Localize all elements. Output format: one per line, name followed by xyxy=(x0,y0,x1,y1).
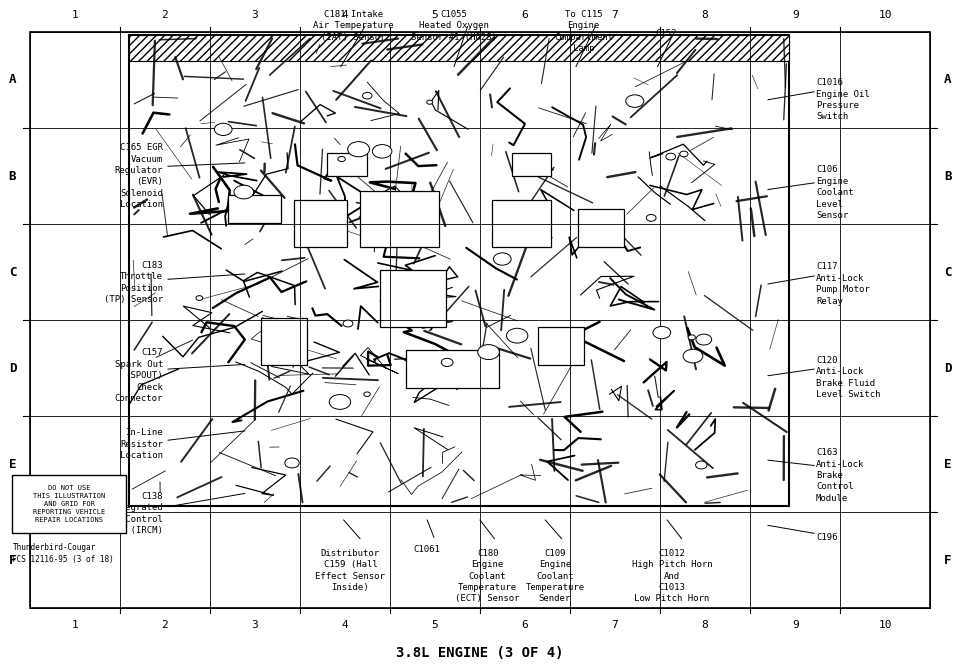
Text: 9: 9 xyxy=(792,620,799,630)
Circle shape xyxy=(696,334,711,345)
Text: 6: 6 xyxy=(521,10,528,21)
Text: C: C xyxy=(944,265,951,279)
Text: 3: 3 xyxy=(252,620,258,630)
Text: 5: 5 xyxy=(432,10,439,21)
Bar xyxy=(261,318,307,364)
Text: C117
Anti-Lock
Pump Motor
Relay: C117 Anti-Lock Pump Motor Relay xyxy=(816,262,870,306)
Text: 1: 1 xyxy=(71,620,78,630)
Text: To C115
Engine
Compartment
Lamp: To C115 Engine Compartment Lamp xyxy=(554,10,613,53)
Bar xyxy=(578,209,624,247)
Text: B: B xyxy=(944,170,951,183)
Text: 7: 7 xyxy=(612,10,618,21)
Circle shape xyxy=(696,461,707,469)
Text: C109
Engine
Coolant
Temperature
Sender: C109 Engine Coolant Temperature Sender xyxy=(525,549,585,603)
Circle shape xyxy=(684,349,703,363)
Text: 1: 1 xyxy=(71,10,78,21)
Bar xyxy=(538,327,585,364)
Text: C1055
Heated Oxygen
Sensor #1 (HO2S): C1055 Heated Oxygen Sensor #1 (HO2S) xyxy=(411,10,497,42)
Text: 10: 10 xyxy=(878,10,892,21)
Text: D: D xyxy=(9,362,16,375)
Bar xyxy=(360,190,440,247)
Text: A: A xyxy=(9,73,16,86)
Text: D: D xyxy=(944,362,951,375)
Text: C181 Intake
Air Temperature
(IAT) Sensor: C181 Intake Air Temperature (IAT) Sensor xyxy=(313,10,394,42)
Circle shape xyxy=(653,327,671,338)
Circle shape xyxy=(427,100,433,104)
Circle shape xyxy=(680,151,688,157)
Bar xyxy=(512,153,551,176)
Circle shape xyxy=(338,156,346,162)
Text: B: B xyxy=(9,170,16,183)
Bar xyxy=(492,200,551,247)
Bar xyxy=(228,196,281,223)
Bar xyxy=(130,35,788,61)
Text: C1012
High Pitch Horn
And
C1013
Low Pitch Horn: C1012 High Pitch Horn And C1013 Low Pitc… xyxy=(632,549,712,603)
Bar xyxy=(380,271,445,327)
Text: 3.8L ENGINE (3 OF 4): 3.8L ENGINE (3 OF 4) xyxy=(396,646,564,660)
Text: 4: 4 xyxy=(342,620,348,630)
Text: C163
Anti-Lock
Brake
Control
Module: C163 Anti-Lock Brake Control Module xyxy=(816,448,864,503)
Text: C1016
Engine Oil
Pressure
Switch: C1016 Engine Oil Pressure Switch xyxy=(816,78,870,122)
Circle shape xyxy=(646,215,656,221)
Text: In-Line
Resistor
Location: In-Line Resistor Location xyxy=(120,428,163,460)
Text: C157
Spark Out
(SPOUT)
Check
Connector: C157 Spark Out (SPOUT) Check Connector xyxy=(115,348,163,403)
Text: F: F xyxy=(9,554,16,567)
Text: 6: 6 xyxy=(521,620,528,630)
Circle shape xyxy=(442,358,453,366)
Circle shape xyxy=(493,253,511,265)
Circle shape xyxy=(688,335,695,340)
Text: 2: 2 xyxy=(161,620,168,630)
Circle shape xyxy=(329,394,350,410)
Text: Distributor
C159 (Hall
Effect Sensor
Inside): Distributor C159 (Hall Effect Sensor Ins… xyxy=(316,549,385,592)
Text: DO NOT USE
THIS ILLUSTRATION
AND GRID FOR
REPORTING VEHICLE
REPAIR LOCATIONS: DO NOT USE THIS ILLUSTRATION AND GRID FO… xyxy=(33,485,106,523)
Text: E: E xyxy=(9,458,16,471)
Bar xyxy=(327,153,367,176)
Circle shape xyxy=(478,344,499,360)
Circle shape xyxy=(196,296,203,301)
Bar xyxy=(12,475,126,533)
Text: C165 EGR
Vacuum
Regulator
(EVR)
Solenoid
Location: C165 EGR Vacuum Regulator (EVR) Solenoid… xyxy=(115,143,163,209)
Text: F: F xyxy=(944,554,951,567)
Text: 7: 7 xyxy=(612,620,618,630)
Circle shape xyxy=(348,142,370,157)
Circle shape xyxy=(364,392,371,396)
Text: 10: 10 xyxy=(878,620,892,630)
Text: 4: 4 xyxy=(342,10,348,21)
Bar xyxy=(294,200,347,247)
Circle shape xyxy=(285,458,300,468)
Text: Thunderbird-Cougar
FCS 12116-95 (3 of 18): Thunderbird-Cougar FCS 12116-95 (3 of 18… xyxy=(12,543,114,564)
Text: C: C xyxy=(9,265,16,279)
Text: E: E xyxy=(944,458,951,471)
Text: 5: 5 xyxy=(432,620,439,630)
Circle shape xyxy=(507,329,528,343)
Circle shape xyxy=(363,92,372,99)
Text: C196: C196 xyxy=(816,533,837,542)
Text: C183
Throttle
Position
(TP) Sensor: C183 Throttle Position (TP) Sensor xyxy=(104,261,163,305)
Text: C152: C152 xyxy=(656,29,677,39)
Circle shape xyxy=(626,95,644,107)
Text: A: A xyxy=(944,73,951,86)
Text: C106
Engine
Coolant
Level
Sensor: C106 Engine Coolant Level Sensor xyxy=(816,166,853,220)
Bar xyxy=(30,32,930,608)
Bar xyxy=(406,350,498,388)
Circle shape xyxy=(214,123,232,136)
Circle shape xyxy=(343,320,353,327)
Circle shape xyxy=(666,153,676,160)
Text: C120
Anti-Lock
Brake Fluid
Level Switch: C120 Anti-Lock Brake Fluid Level Switch xyxy=(816,356,880,400)
Text: 2: 2 xyxy=(161,10,168,21)
Circle shape xyxy=(372,144,392,158)
Bar xyxy=(130,35,788,506)
Text: 8: 8 xyxy=(702,10,708,21)
Text: 3: 3 xyxy=(252,10,258,21)
Text: C1061: C1061 xyxy=(414,545,441,555)
Text: C180
Engine
Coolant
Temperature
(ECT) Sensor: C180 Engine Coolant Temperature (ECT) Se… xyxy=(455,549,520,603)
Text: C138
Integrated
Relay Control
Module (IRCM): C138 Integrated Relay Control Module (IR… xyxy=(93,491,163,535)
Circle shape xyxy=(234,186,253,199)
Text: 8: 8 xyxy=(702,620,708,630)
Text: 9: 9 xyxy=(792,10,799,21)
